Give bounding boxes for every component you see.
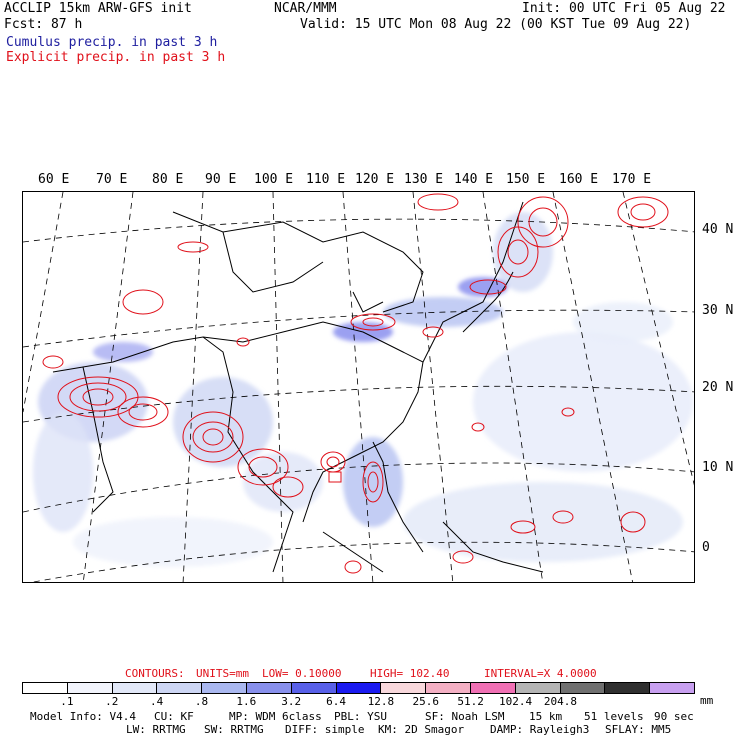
- legend-swatch: [291, 683, 337, 693]
- km-scheme: KM: 2D Smagor: [378, 723, 465, 736]
- mp-scheme: MP: WDM 6class: [229, 710, 322, 723]
- legend-colorbar: [22, 682, 695, 694]
- legend-swatch: [23, 683, 68, 693]
- legend-swatch: [381, 683, 427, 693]
- cumulus-label: Cumulus precip. in past 3 h: [6, 35, 218, 50]
- resolution: 15 km: [529, 710, 563, 723]
- legend-unit: mm: [700, 694, 714, 707]
- diff-scheme: DIFF: simple: [285, 723, 365, 736]
- legend-swatch: [605, 683, 651, 693]
- lon-label: 160 E: [559, 172, 599, 187]
- legend-label: 6.4: [326, 695, 346, 708]
- legend-swatch: [246, 683, 292, 693]
- legend-swatch: [112, 683, 158, 693]
- contours-label: CONTOURS:: [125, 667, 185, 680]
- lon-label: 100 E: [254, 172, 294, 187]
- legend-swatch: [67, 683, 113, 693]
- sflay-scheme: SFLAY: MM5: [605, 723, 672, 736]
- legend-label: 25.6: [412, 695, 440, 708]
- legend-label: 3.2: [281, 695, 302, 708]
- legend-label: .8: [194, 695, 209, 708]
- graticule: [23, 192, 694, 582]
- sf-scheme: SF: Noah LSM: [425, 710, 505, 723]
- lat-label: 30 N: [702, 303, 734, 318]
- lat-label: 40 N: [702, 222, 734, 237]
- legend-swatch: [470, 683, 516, 693]
- lon-label: 130 E: [404, 172, 444, 187]
- sw-scheme: SW: RRTMG: [204, 723, 264, 736]
- lon-label: 80 E: [152, 172, 184, 187]
- legend-swatch: [336, 683, 382, 693]
- explicit-contours: [42, 193, 669, 574]
- legend-label: 102.4: [498, 695, 533, 708]
- legend-swatch: [202, 683, 247, 693]
- lon-label: 170 E: [612, 172, 652, 187]
- contours-high: HIGH= 102.40: [370, 667, 450, 680]
- lon-label: 150 E: [506, 172, 546, 187]
- legend-swatch: [560, 683, 606, 693]
- coastlines: [52, 201, 544, 573]
- lat-label: 20 N: [702, 380, 734, 395]
- init-time: Init: 00 UTC Fri 05 Aug 22: [522, 1, 726, 16]
- title-left: ACCLIP 15km ARW-GFS init: [4, 1, 192, 16]
- legend-swatch: [157, 683, 203, 693]
- highlight-box: [328, 471, 342, 483]
- lon-label: 110 E: [306, 172, 346, 187]
- cu-scheme: CU: KF: [154, 710, 194, 723]
- pbl-scheme: PBL: YSU: [334, 710, 387, 723]
- lon-label: 120 E: [355, 172, 395, 187]
- map-canvas: [23, 192, 694, 582]
- lat-label: 0: [702, 540, 710, 555]
- lon-label: 90 E: [205, 172, 237, 187]
- lw-scheme: LW: RRTMG: [126, 723, 186, 736]
- legend-swatch: [515, 683, 561, 693]
- legend-label: 204.8: [543, 695, 577, 708]
- valid-time: Valid: 15 UTC Mon 08 Aug 22 (00 KST Tue …: [300, 17, 692, 32]
- explicit-label: Explicit precip. in past 3 h: [6, 50, 226, 65]
- lon-label: 60 E: [38, 172, 70, 187]
- legend-label: .2: [105, 695, 119, 708]
- legend-swatch: [426, 683, 471, 693]
- legend-label: .1: [60, 695, 74, 708]
- lon-label: 140 E: [454, 172, 494, 187]
- levels: 51 levels: [584, 710, 644, 723]
- contours-low: LOW= 0.10000: [262, 667, 342, 680]
- timestep: 90 sec: [654, 710, 694, 723]
- damp-scheme: DAMP: Rayleigh3: [490, 723, 590, 736]
- center-label: NCAR/MMM: [274, 1, 337, 16]
- forecast-hour: Fcst: 87 h: [4, 17, 83, 32]
- model-info: Model Info: V4.4: [30, 710, 136, 723]
- legend-label: 51.2: [457, 695, 484, 708]
- legend-label: .4: [149, 695, 164, 708]
- lat-label: 10 N: [702, 460, 734, 475]
- legend-label: 12.8: [367, 695, 395, 708]
- lon-label: 70 E: [96, 172, 128, 187]
- contours-interval: INTERVAL=X 4.0000: [484, 667, 597, 680]
- legend-swatch: [650, 683, 694, 693]
- contours-units: UNITS=mm: [196, 667, 249, 680]
- legend-label: 1.6: [236, 695, 257, 708]
- precip-map: [22, 191, 695, 583]
